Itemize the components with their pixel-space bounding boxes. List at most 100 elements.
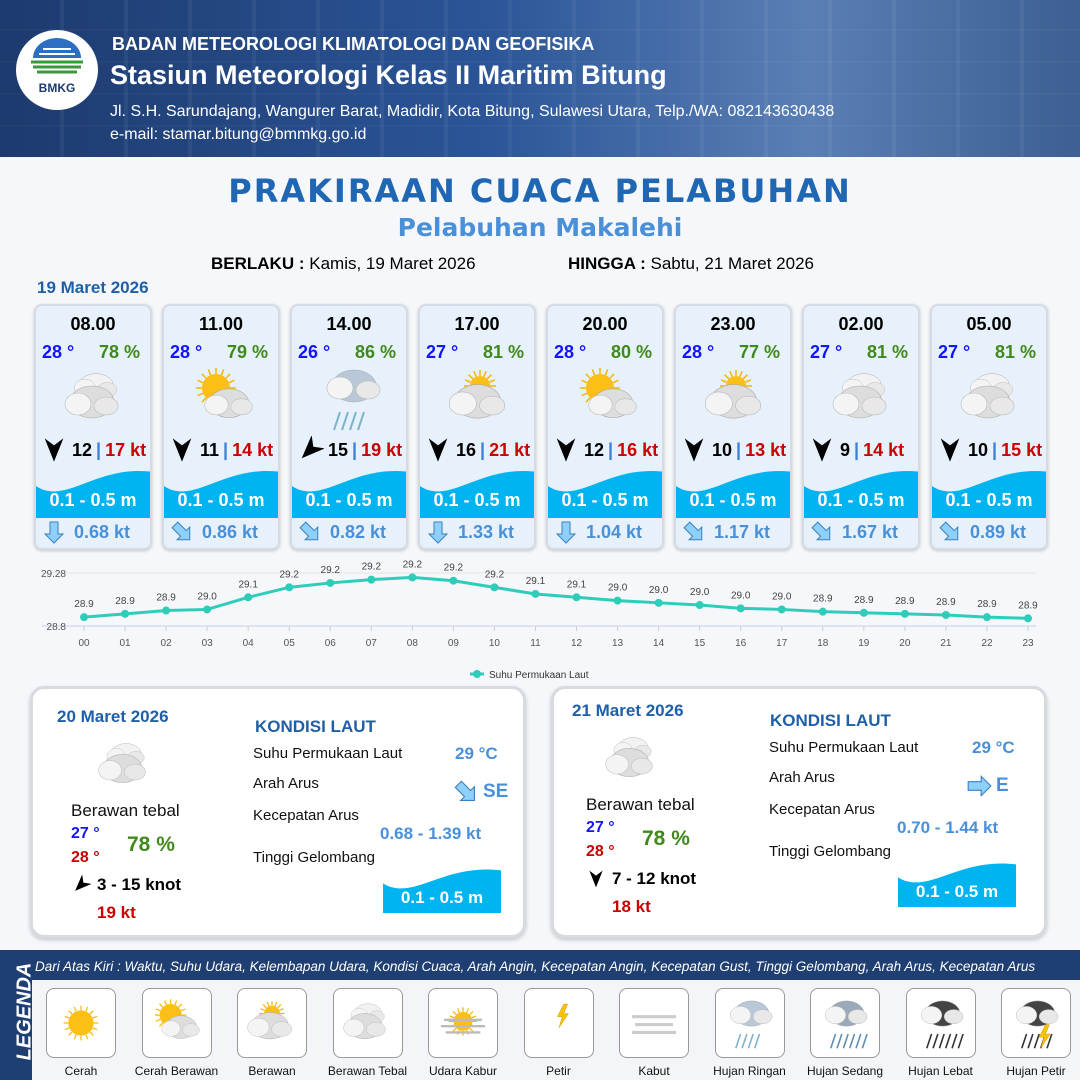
legend-item-label: Kabut [638, 1064, 670, 1078]
data-point [859, 608, 868, 617]
legend-icon-box [714, 988, 785, 1058]
x-tick-label: 23 [1022, 638, 1034, 649]
data-point [162, 606, 171, 615]
legend-items: Cerah Cerah Berawan Berawan Berawan Tebal Ud… [32, 980, 1080, 1080]
data-point [367, 575, 376, 584]
x-tick-label: 02 [161, 638, 173, 649]
current-speed: 1.67 kt [842, 521, 899, 542]
x-tick-label: 05 [284, 638, 296, 649]
legend-icon-box [523, 988, 594, 1058]
legend-icon-box [46, 988, 116, 1058]
humidity: 81 % [866, 342, 908, 362]
air-temperature: 28 ° [170, 342, 203, 362]
cerah-berawan-icon [580, 368, 637, 418]
weather-icon [954, 364, 1030, 432]
current-direction-label: Arah Arus [253, 775, 319, 792]
humidity: 80 % [610, 342, 652, 362]
wave-height: 0.1 - 0.5 m [177, 490, 265, 510]
current-info: 1.04 kt [554, 520, 642, 544]
data-label: 29.2 [403, 560, 423, 570]
x-tick-label: 00 [78, 638, 90, 649]
data-point [736, 604, 745, 613]
sst-label: Suhu Permukaan Laut [253, 745, 403, 762]
data-point [408, 573, 417, 582]
separator: | [854, 439, 860, 460]
wind-direction-icon [172, 438, 192, 462]
forecast-card: 23.00 28 ° 77 % 10 | 13 kt 0.1 - 0.5 m 1.1… [674, 304, 792, 550]
legend-item: Petir [511, 988, 607, 1078]
current-info: 0.68 kt [42, 520, 130, 544]
wave-icon [548, 470, 662, 518]
data-point [244, 593, 253, 602]
weather-icon [186, 364, 262, 432]
hujan-sedang-icon [825, 1000, 868, 1049]
legend-icon-box [141, 988, 212, 1058]
panel-date: 20 Maret 2026 [57, 707, 169, 726]
data-point [285, 583, 294, 592]
temp-max: 28 ° [586, 843, 615, 860]
separator: | [992, 439, 998, 460]
forecast-time: 20.00 [582, 314, 628, 334]
wind-info: 15 | 19 kt [296, 436, 406, 464]
humidity: 78 % [98, 342, 140, 362]
x-tick-label: 04 [243, 638, 255, 649]
wave-icon [164, 470, 278, 518]
wave-height: 0.1 - 0.5 m [400, 888, 484, 907]
x-tick-label: 19 [858, 638, 870, 649]
wind-info: 9 | 14 kt [808, 436, 918, 464]
wind-info: 3 - 15 knot [71, 875, 181, 895]
data-point [777, 605, 786, 614]
legend-item: Berawan [224, 988, 320, 1078]
current-speed: 1.33 kt [458, 521, 515, 542]
humidity: 78 % [642, 827, 690, 850]
weather-icon [598, 729, 668, 789]
air-temperature: 26 ° [298, 342, 331, 362]
wind-direction-icon [556, 438, 576, 462]
cerah-berawan-icon [154, 999, 200, 1039]
data-label: 29.0 [608, 583, 628, 594]
sst-value: 29 °C [972, 738, 1015, 757]
x-tick-label: 22 [981, 638, 993, 649]
address: Jl. S.H. Sarundajang, Wangurer Barat, Ma… [110, 103, 835, 120]
wind-info: 10 | 15 kt [936, 436, 1046, 464]
sea-temperature-chart: 29.28 28.8 28.9 00 28.9 01 28.9 02 29.0 03 29.1 04… [41, 560, 1038, 681]
series-line [83, 575, 1029, 620]
data-label: 29.2 [485, 569, 505, 580]
separator: | [736, 439, 742, 460]
wind-info: 7 - 12 knot [586, 869, 696, 889]
valid-to: HINGGA : Sabtu, 21 Maret 2026 [568, 254, 814, 274]
data-label: 29.0 [690, 587, 710, 598]
wind-info: 12 | 16 kt [552, 436, 662, 464]
current-direction-icon [171, 521, 191, 541]
data-label: 29.2 [321, 565, 341, 576]
forecast-card: 11.00 28 ° 79 % 11 | 14 kt 0.1 - 0.5 m 0.8… [162, 304, 280, 550]
x-tick-label: 15 [694, 638, 706, 649]
x-tick-label: 11 [530, 638, 541, 649]
air-temperature: 27 ° [938, 342, 971, 362]
wind-direction-icon [301, 436, 324, 459]
x-tick-label: 17 [776, 638, 788, 649]
air-temperature: 28 ° [42, 342, 75, 362]
separator: | [96, 439, 102, 460]
wind-speed: 12 [72, 439, 93, 460]
x-tick-label: 08 [407, 638, 419, 649]
x-tick-label: 10 [489, 638, 501, 649]
data-label: 29.1 [238, 579, 258, 590]
air-temperature: 27 ° [426, 342, 459, 362]
current-info: 0.86 kt [170, 520, 258, 544]
berawan-tebal-icon [64, 373, 119, 419]
legend-item-label: Petir [546, 1064, 571, 1078]
berawan-tebal-icon [342, 1003, 386, 1040]
petir-icon [556, 1003, 569, 1028]
gust-speed: 17 kt [105, 439, 147, 460]
weather-icon [698, 364, 774, 432]
forecast-time: 17.00 [454, 314, 500, 334]
humidity: 79 % [226, 342, 268, 362]
legend-item: Hujan Sedang [797, 988, 893, 1078]
data-label: 29.0 [649, 585, 669, 596]
current-info: 0.82 kt [298, 520, 386, 544]
wind-direction-icon [940, 438, 960, 462]
legend-item-label: Hujan Petir [1006, 1064, 1066, 1078]
data-label: 28.9 [895, 596, 915, 607]
wind-direction-icon [44, 438, 64, 462]
